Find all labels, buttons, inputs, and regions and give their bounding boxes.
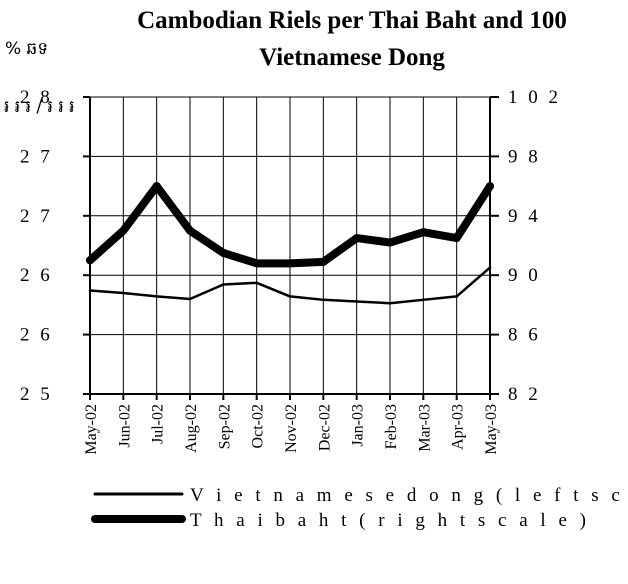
data-point [252,259,261,268]
data-point [352,234,361,243]
data-point [255,281,258,285]
grid [89,96,491,395]
x-tick-label: Aug-02 [183,404,200,453]
data-point [119,226,128,235]
data-point [286,259,294,268]
data-point [122,291,125,295]
data-point [222,283,225,286]
right-tick-label: 9 4 [508,206,541,227]
data-point [488,266,492,269]
data-point [152,182,161,191]
x-tick-label: Jun-02 [116,404,133,448]
right-tick-label: 9 8 [508,146,541,167]
data-point [386,238,394,247]
x-axis: May-02 Jun-02 Jul-02 Aug-02 Sep-02 Oct-02 Nov-… [83,394,500,455]
left-tick-label: 2 6 [20,325,53,346]
left-axis: 2 5 2 6 2 6 2 7 2 7 2 8 [20,87,90,405]
data-point [419,228,428,237]
x-tick-label: Jul-02 [150,404,167,444]
legend: V i e t n a m e s e d o n g ( l e f t s … [91,485,628,531]
left-tick-label: 2 7 [20,146,53,167]
x-tick-label: Nov-02 [283,404,300,453]
data-point [319,257,328,266]
data-point [452,234,461,243]
series-layer [86,182,494,305]
x-tick-label: Apr-03 [450,404,467,450]
corner-mark: % ឆទ [5,39,48,59]
data-point [355,300,358,303]
x-tick-label: Oct-02 [250,404,267,448]
x-tick-label: Jan-03 [350,404,367,447]
data-point [88,289,92,292]
x-tick-label: Feb-03 [383,404,400,449]
left-tick-label: 2 5 [20,384,53,405]
legend-label-vietnamese-dong: V i e t n a m e s e d o n g ( l e f t s … [190,485,628,506]
data-point [186,226,194,235]
right-tick-label: 8 6 [508,325,541,346]
chart-title-line-2: Vietnamese Dong [259,44,445,71]
legend-label-thai-baht: T h a i b a h t ( r i g h t s c a l e ) [190,510,590,531]
x-tick-label: Dec-02 [316,404,333,451]
x-tick-label: Sep-02 [216,404,233,449]
right-axis: 8 2 8 6 9 0 9 4 9 8 1 0 2 [490,87,561,405]
data-point [219,248,228,257]
left-tick-label: 2 6 [20,265,53,286]
chart-title-line-1: Cambodian Riels per Thai Baht and 100 [137,7,567,34]
x-tick-label: Mar-03 [416,404,433,452]
data-point [322,298,325,302]
left-tick-label: 2 7 [20,206,53,227]
data-point [188,297,192,301]
left-tick-label: 2 8 [20,87,53,108]
data-point [388,301,392,305]
data-point [288,295,292,298]
right-tick-label: 9 0 [508,265,541,286]
x-tick-label: May-03 [483,404,500,455]
data-point [486,182,494,191]
data-point [455,295,458,298]
data-point [422,298,425,302]
left-axis-unit-label: ៛ ៛ ៛ / ៛ ៛ ៛ [4,97,75,117]
right-tick-label: 1 0 2 [508,87,561,108]
right-tick-label: 8 2 [508,384,541,405]
data-point [86,256,94,265]
data-point [155,295,158,298]
x-tick-label: May-02 [83,404,100,455]
